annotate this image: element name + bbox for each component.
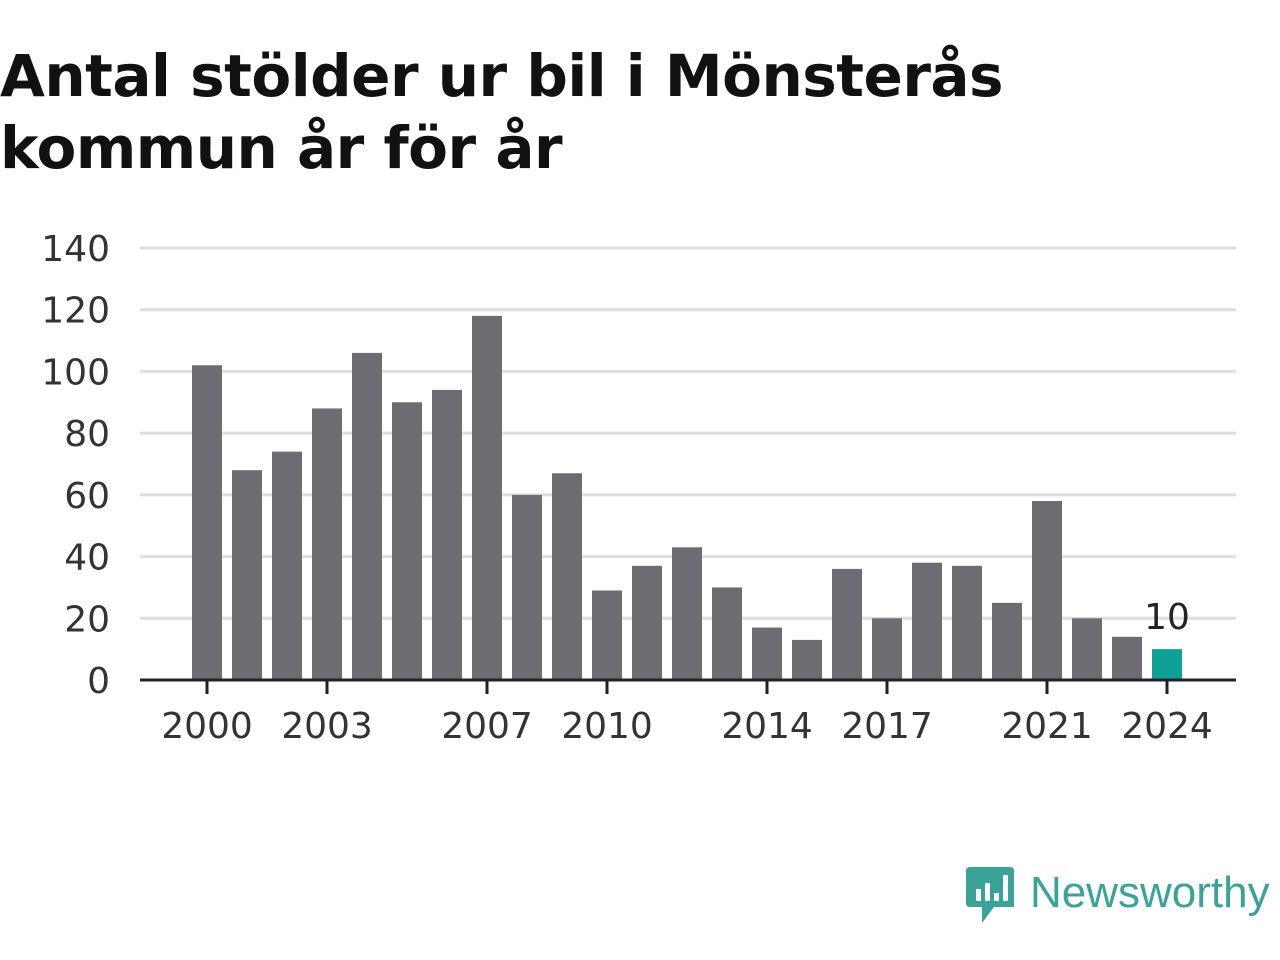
x-tick-label: 2000 [161, 706, 253, 747]
bar [592, 590, 622, 680]
y-tick-label: 80 [64, 414, 110, 455]
bar [512, 494, 542, 680]
bar [632, 565, 662, 680]
bar [352, 352, 382, 680]
bar [552, 473, 582, 680]
newsworthy-logo: Newsworthy [964, 864, 1270, 928]
x-tick-label: 2010 [561, 706, 653, 747]
y-tick-label: 140 [41, 229, 110, 270]
chart-title: Antal stölder ur bil i Mönsterås kommun … [0, 42, 1004, 182]
bar [312, 408, 342, 680]
x-tick-label: 2007 [441, 706, 533, 747]
bar [792, 639, 822, 680]
y-tick-label: 20 [64, 599, 110, 640]
bar [952, 565, 982, 680]
bar [752, 627, 782, 680]
bar-highlight [1152, 649, 1182, 680]
x-tick-label: 2014 [721, 706, 813, 747]
x-tick-label: 2003 [281, 706, 373, 747]
x-tick-label: 2021 [1001, 706, 1093, 747]
y-tick-label: 120 [41, 291, 110, 332]
bar [832, 568, 862, 680]
bar [192, 365, 222, 680]
bar [272, 451, 302, 680]
x-tick-label: 2024 [1121, 706, 1213, 747]
bar [1072, 618, 1102, 680]
brand-name: Newsworthy [1030, 868, 1270, 917]
x-tick-label: 2017 [841, 706, 933, 747]
bar [912, 562, 942, 680]
bar [992, 602, 1022, 680]
bar [232, 470, 262, 680]
bar [392, 402, 422, 680]
y-tick-label: 60 [64, 476, 110, 517]
bar [1112, 636, 1142, 680]
y-tick-label: 100 [41, 352, 110, 393]
y-tick-label: 0 [87, 661, 110, 702]
data-label: 10 [1144, 597, 1190, 638]
bar [432, 389, 462, 680]
bar [712, 587, 742, 680]
bar [872, 618, 902, 680]
bar [672, 547, 702, 680]
newsworthy-logo-icon [966, 867, 1014, 923]
y-tick-label: 40 [64, 538, 110, 579]
bar [1032, 501, 1062, 680]
bar [472, 315, 502, 680]
